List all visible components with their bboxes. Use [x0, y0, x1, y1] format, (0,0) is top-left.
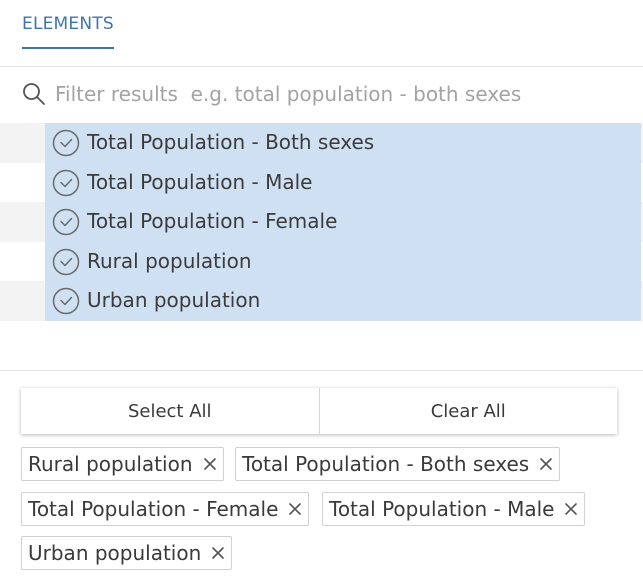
tab-elements[interactable]: ELEMENTS	[22, 12, 114, 49]
search-input[interactable]	[55, 79, 635, 109]
chip-total-both-sexes: Total Population - Both sexes	[235, 447, 561, 481]
result-row-urban[interactable]: Urban population	[0, 281, 643, 321]
chip-urban-population: Urban population	[21, 536, 233, 570]
chip-total-female: Total Population - Female	[21, 492, 310, 526]
selection-highlight	[45, 162, 641, 203]
close-icon[interactable]	[539, 457, 553, 471]
results-list: Total Population - Both sexes Total Popu…	[0, 123, 643, 321]
close-icon[interactable]	[564, 502, 578, 516]
section-divider	[0, 370, 643, 371]
result-row-rural[interactable]: Rural population	[0, 241, 643, 282]
selection-highlight	[45, 202, 641, 242]
chip-label: Total Population - Female	[28, 497, 279, 521]
check-circle-icon	[52, 208, 80, 236]
select-all-button[interactable]: Select All	[21, 388, 319, 434]
check-circle-icon	[52, 169, 80, 196]
result-label: Total Population - Both sexes	[87, 130, 375, 154]
check-circle-icon	[52, 129, 80, 157]
chip-total-male: Total Population - Male	[322, 492, 586, 526]
selection-highlight	[45, 123, 641, 163]
result-label: Total Population - Female	[87, 209, 338, 234]
result-row-total-male[interactable]: Total Population - Male	[0, 162, 643, 203]
tab-bar: ELEMENTS	[0, 0, 643, 67]
result-label: Rural population	[87, 248, 252, 273]
search-icon	[23, 83, 45, 105]
close-icon[interactable]	[211, 546, 225, 560]
chip-label: Urban population	[28, 541, 202, 565]
result-label: Urban population	[87, 288, 261, 313]
result-row-total-both-sexes[interactable]: Total Population - Both sexes	[0, 123, 643, 163]
check-circle-icon	[52, 248, 80, 276]
close-icon[interactable]	[288, 502, 302, 516]
result-label: Total Population - Male	[87, 169, 313, 194]
chip-label: Rural population	[28, 452, 193, 476]
selection-highlight	[45, 281, 641, 321]
selection-highlight	[45, 241, 641, 282]
clear-all-button[interactable]: Clear All	[318, 388, 617, 434]
result-row-total-female[interactable]: Total Population - Female	[0, 202, 643, 242]
search-bar	[0, 67, 643, 123]
chip-label: Total Population - Male	[329, 497, 555, 521]
close-icon[interactable]	[203, 457, 217, 471]
chip-rural-population: Rural population	[21, 447, 224, 481]
check-circle-icon	[52, 288, 80, 315]
chip-label: Total Population - Both sexes	[242, 452, 530, 476]
bulk-actions: Select All Clear All	[21, 388, 617, 434]
